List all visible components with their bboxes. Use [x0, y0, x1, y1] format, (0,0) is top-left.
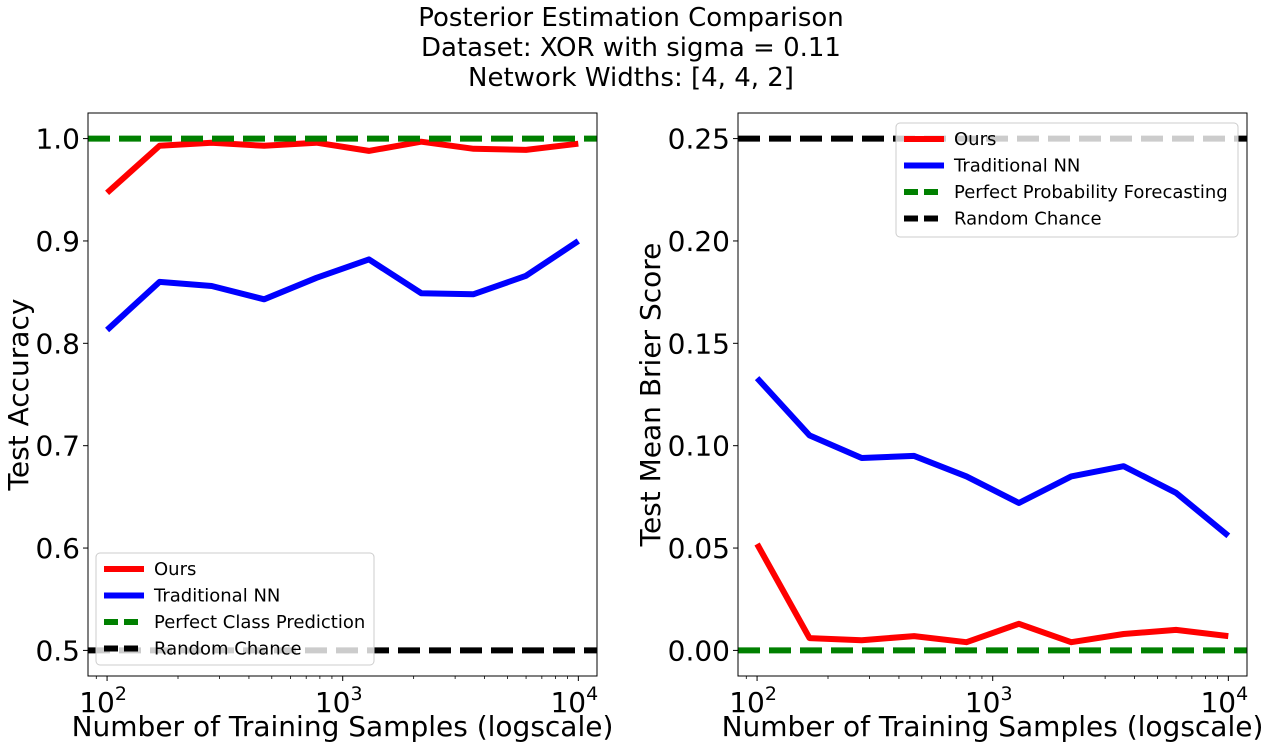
legend: Ours Traditional NN Perfect Class Predicti… [95, 552, 375, 666]
y-axis-label: Test Mean Brier Score [634, 243, 667, 548]
x-tick-label: 102 [729, 683, 777, 719]
series-traditional-nn-line [754, 376, 1231, 539]
y-tick-label: 0.20 [668, 225, 730, 258]
x-tick-label-exponent: 2 [115, 683, 127, 705]
chart-panel-2: 102 103 1040.000.050.100.150.200.25Number … [634, 112, 1262, 743]
y-tick-label: 0.7 [35, 430, 80, 463]
legend-label: Random Chance [154, 639, 302, 660]
x-tick-label-exponent: 4 [1236, 683, 1248, 705]
x-tick-label: 102 [79, 683, 127, 719]
y-tick-label: 0.6 [35, 532, 80, 565]
series-ours-line [105, 138, 579, 196]
figure-title-line-2: Dataset: XOR with sigma = 0.11 [421, 33, 841, 63]
x-tick-label-exponent: 3 [350, 683, 362, 705]
x-tick-label-base: 10 [1200, 686, 1236, 719]
y-tick-label: 0.25 [668, 123, 730, 156]
x-tick-label: 104 [550, 683, 598, 719]
y-tick-label: 0.05 [668, 532, 730, 565]
series-traditional-nn-line [105, 238, 580, 333]
legend-label: Ours [154, 559, 196, 580]
legend-label: Traditional NN [153, 586, 280, 607]
legend-frame [895, 122, 1239, 238]
x-axis-label: Number of Training Samples (logscale) [72, 710, 614, 743]
x-axis-label: Number of Training Samples (logscale) [722, 710, 1262, 743]
x-tick-label-base: 10 [315, 686, 351, 719]
x-tick-label-base: 10 [965, 686, 1001, 719]
legend-frame [95, 552, 375, 666]
x-tick-label-base: 10 [79, 686, 115, 719]
x-tick-label-exponent: 4 [586, 683, 598, 705]
x-tick-label: 103 [965, 683, 1013, 719]
series-ours-line [754, 542, 1229, 646]
legend-label: Perfect Probability Forecasting [954, 182, 1228, 203]
y-tick-label: 0.9 [35, 225, 80, 258]
y-axis-label: Test Accuracy [2, 299, 35, 492]
figure-title-line-1: Posterior Estimation Comparison [418, 3, 844, 33]
legend-label: Traditional NN [953, 156, 1080, 177]
legend-label: Perfect Class Prediction [154, 612, 365, 633]
x-tick-label-exponent: 2 [765, 683, 777, 705]
x-tick-label: 104 [1200, 683, 1248, 719]
legend: Ours Traditional NN Perfect Probability Fo… [895, 122, 1239, 238]
y-tick-label: 1.0 [35, 123, 80, 156]
legend-label: Ours [954, 129, 996, 150]
figure-title-line-3: Network Widths: [4, 4, 2] [468, 63, 794, 93]
x-tick-label-base: 10 [729, 686, 765, 719]
x-tick-label: 103 [315, 683, 363, 719]
y-tick-label: 0.8 [35, 327, 80, 360]
y-tick-label: 0.00 [668, 634, 730, 667]
x-tick-label-exponent: 3 [1000, 683, 1012, 705]
y-tick-label: 0.15 [668, 327, 730, 360]
x-tick-label-base: 10 [550, 686, 586, 719]
y-tick-label: 0.10 [668, 430, 730, 463]
legend-label: Random Chance [954, 209, 1102, 230]
y-tick-label: 0.5 [35, 634, 80, 667]
